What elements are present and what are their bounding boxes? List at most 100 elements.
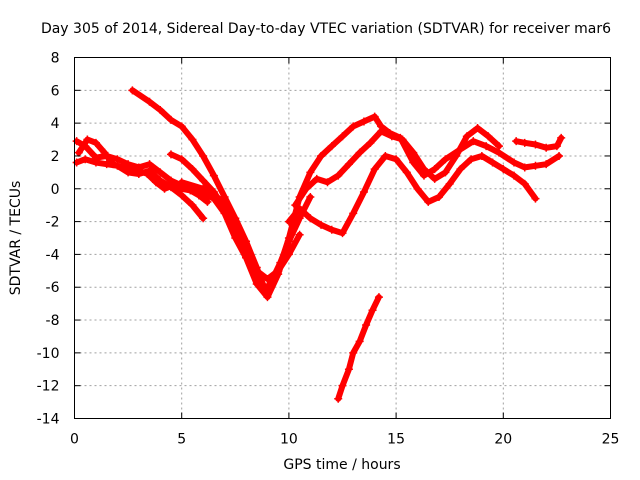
data-point [274,266,283,275]
data-point [338,132,347,141]
data-point [441,155,450,164]
data-point [220,197,229,206]
data-point [419,165,428,174]
y-tick-label: 8 [51,51,60,67]
data-point [284,234,293,242]
series-track-h [291,124,504,210]
data-point [188,165,197,174]
x-axis-label: GPS time / hours [283,457,400,473]
data-point [452,151,461,160]
data-point [188,135,197,144]
data-point [199,214,208,223]
data-point [263,275,272,284]
data-point [531,161,540,170]
data-point [510,158,519,167]
data-point [291,201,300,210]
data-point [199,176,208,185]
series-track-c [74,135,212,206]
data-point [344,365,353,374]
y-tick-label: 6 [51,83,60,99]
data-point [368,306,377,315]
data-point [306,192,315,201]
data-point [100,148,109,157]
series-layer [72,86,566,403]
data-point [402,168,411,177]
data-point [209,171,218,180]
data-point [72,137,81,146]
data-point [409,148,418,157]
series-path [335,294,382,402]
x-tick-label: 10 [280,432,298,448]
data-point [531,194,540,203]
data-point [370,112,379,121]
y-tick-label: -2 [46,215,60,231]
data-point [398,135,407,144]
data-point [156,106,165,115]
data-point [469,137,478,146]
series-track-g [284,151,540,238]
data-point [512,137,521,146]
x-tick-label: 5 [177,432,186,448]
data-point [349,348,358,357]
data-point [542,143,551,152]
data-point [199,184,208,193]
data-point [362,320,371,329]
data-point [484,132,493,141]
data-point [91,138,100,147]
data-point [334,394,343,403]
data-point [194,191,203,200]
data-point [552,142,561,151]
data-point [252,270,261,279]
data-point [424,197,433,206]
x-tick-label: 0 [70,432,79,448]
series-track-j [334,293,383,403]
y-tick-label: -14 [37,412,60,428]
series-path [292,125,502,209]
data-point [477,151,486,160]
data-point [160,184,169,193]
data-point [392,155,401,164]
data-point [445,179,454,188]
data-point [520,138,529,147]
x-tick-label: 20 [494,432,512,448]
data-point [510,171,519,180]
y-axis-label: SDTVAR / TECUs [8,181,24,296]
data-point [295,204,304,213]
chart-title: Day 305 of 2014, Sidereal Day-to-day VTE… [41,21,611,37]
data-point [374,293,383,302]
y-tick-label: -12 [37,379,60,395]
data-point [126,165,135,174]
data-point [177,155,186,164]
data-point [306,214,315,223]
data-point [334,171,343,180]
series-path [75,136,211,205]
data-point [74,148,83,157]
data-point [441,168,450,177]
data-point [231,220,240,229]
data-point [370,165,379,174]
data-point [488,158,497,167]
data-point [555,151,564,160]
data-point [520,163,529,172]
data-point [495,142,504,151]
data-point [430,165,439,174]
y-tick-label: 2 [51,149,60,165]
data-point [456,165,465,174]
series-track-i [512,133,566,152]
data-point [306,168,315,177]
data-point [317,151,326,160]
data-point [355,337,364,346]
data-point [177,122,186,131]
grid [74,57,611,419]
plot-frame [74,57,611,419]
data-point [242,242,251,251]
data-point [434,192,443,201]
data-point [355,148,364,157]
data-point [473,124,482,133]
data-point [263,288,272,297]
data-point [338,381,347,390]
data-point [462,132,471,141]
data-point [349,209,358,218]
data-point [188,201,197,210]
